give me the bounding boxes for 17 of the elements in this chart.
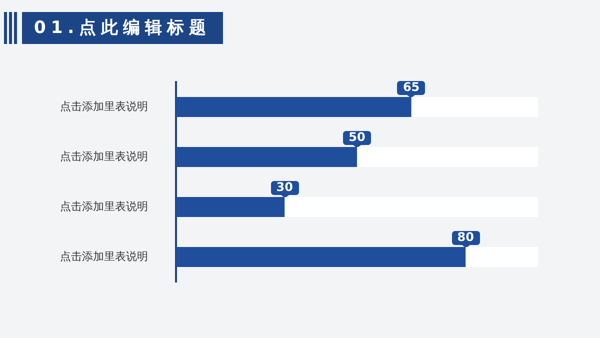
data-label: 80 <box>457 230 474 244</box>
data-label: 65 <box>402 80 420 94</box>
bar <box>284 197 538 217</box>
bar <box>357 147 538 167</box>
y-tick-label: 点击添加里表说明 <box>60 200 148 213</box>
y-tick-label: 点击添加里表说明 <box>60 150 148 163</box>
bar <box>176 247 466 267</box>
data-label: 50 <box>348 130 366 144</box>
bar <box>411 97 538 117</box>
bar <box>176 97 412 117</box>
bar <box>176 197 285 217</box>
data-label: 30 <box>276 180 293 194</box>
chart-title: 01.点此编辑标题 <box>22 12 224 44</box>
bar <box>176 147 357 167</box>
bar <box>466 247 538 267</box>
y-tick-label: 点击添加里表说明 <box>60 250 148 263</box>
y-tick-label: 点击添加里表说明 <box>60 100 148 113</box>
